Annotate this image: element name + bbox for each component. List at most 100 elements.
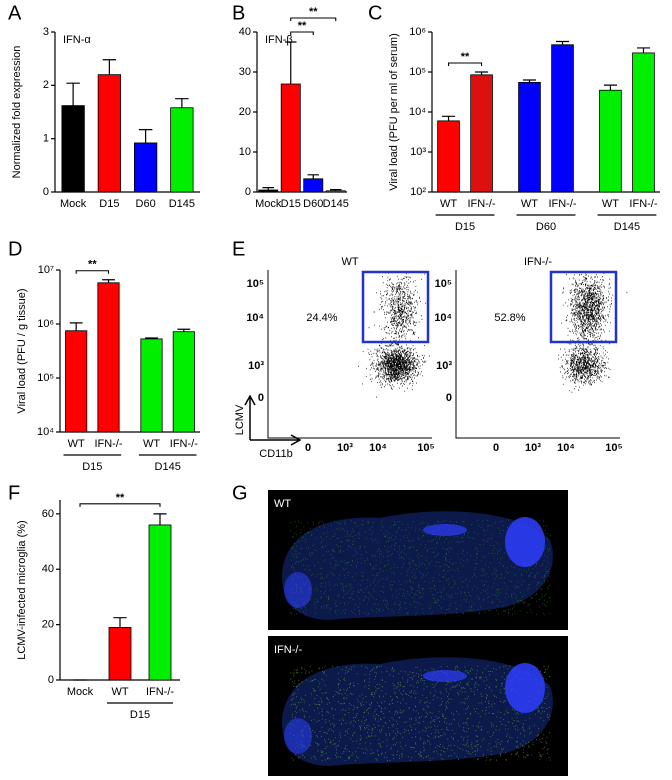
panel-letter: E bbox=[232, 238, 245, 260]
significance-label: ** bbox=[309, 6, 318, 18]
significance-bracket bbox=[290, 31, 314, 35]
y-axis-label: Normalized fold expression bbox=[11, 46, 23, 179]
olfactory-region bbox=[284, 572, 312, 608]
bar bbox=[551, 44, 574, 193]
bar bbox=[148, 524, 172, 681]
bar bbox=[172, 331, 195, 433]
x-tick-label: Mock bbox=[255, 198, 282, 210]
bar bbox=[61, 105, 85, 193]
bar bbox=[325, 190, 346, 193]
x-tick-label: D15 bbox=[99, 198, 119, 210]
y-tick-label: 10⁴ bbox=[246, 312, 264, 324]
gate-percent: 24.4% bbox=[306, 312, 337, 324]
significance-label: ** bbox=[461, 51, 470, 63]
group-label: D15 bbox=[82, 461, 102, 473]
bar bbox=[170, 107, 194, 193]
group-label: D15 bbox=[130, 709, 150, 721]
y-tick-label: 10⁶ bbox=[409, 26, 426, 38]
x-tick-label: Mock bbox=[67, 686, 94, 698]
x-tick-label: D15 bbox=[281, 198, 301, 210]
error-bar bbox=[66, 82, 80, 106]
y-tick-label: 3 bbox=[43, 26, 49, 38]
x-tick-label: WT bbox=[440, 198, 457, 210]
image-label: IFN-/- bbox=[274, 644, 302, 656]
y-tick-label: 0 bbox=[446, 392, 452, 404]
hippocampus bbox=[423, 670, 467, 682]
y-tick-label: 10⁵ bbox=[435, 278, 452, 290]
y-axis-label: LCMV-infected microglia (%) bbox=[16, 520, 28, 659]
y-tick-label: 10⁷ bbox=[38, 264, 54, 276]
group-label: D145 bbox=[155, 461, 181, 473]
y-tick-label: 1 bbox=[43, 133, 49, 145]
x-tick-label: IFN-/- bbox=[94, 438, 122, 450]
error-bar bbox=[522, 79, 537, 83]
bar bbox=[65, 330, 88, 433]
error-bar bbox=[102, 279, 115, 283]
gate-percent: 52.8% bbox=[494, 312, 525, 324]
bar bbox=[97, 282, 120, 433]
x-tick-label: D60 bbox=[136, 198, 156, 210]
y-tick-label: 10² bbox=[410, 186, 426, 198]
error-bar bbox=[102, 59, 117, 75]
error-bar bbox=[113, 617, 127, 628]
y-tick-label: 20 bbox=[42, 619, 54, 631]
y-tick-label: 10⁶ bbox=[37, 318, 54, 330]
bar bbox=[303, 178, 324, 193]
olfactory-region bbox=[284, 718, 312, 754]
error-bar bbox=[285, 41, 297, 84]
x-tick-label: 10⁴ bbox=[369, 442, 387, 454]
x-tick-label: WT bbox=[68, 438, 85, 450]
y-axis-label: Viral load (PFU per ml of serum) bbox=[388, 33, 400, 191]
significance-bracket bbox=[290, 17, 337, 21]
cell-events bbox=[358, 271, 430, 398]
x-tick-label: 10³ bbox=[337, 442, 353, 454]
panel-letter: A bbox=[8, 2, 22, 24]
error-bar bbox=[262, 187, 274, 190]
plot-frame bbox=[267, 270, 432, 439]
panel-letter: G bbox=[232, 482, 248, 504]
panel-letter: B bbox=[232, 2, 245, 24]
bar bbox=[140, 338, 163, 433]
error-bar bbox=[138, 129, 153, 143]
group-label: D60 bbox=[536, 221, 556, 233]
y-tick-label: 10³ bbox=[248, 360, 264, 372]
significance-bracket bbox=[447, 62, 483, 66]
brain-section bbox=[282, 657, 553, 766]
x-tick-label: 10³ bbox=[525, 442, 541, 454]
y-tick-label: 10⁵ bbox=[247, 278, 264, 290]
error-bar bbox=[555, 40, 570, 45]
axis-arrows bbox=[244, 394, 302, 446]
significance-label: ** bbox=[116, 492, 125, 504]
significance-label: ** bbox=[298, 20, 307, 32]
bar bbox=[437, 120, 460, 193]
y-tick-label: 0 bbox=[258, 392, 264, 404]
inner-title: IFN-α bbox=[63, 34, 91, 46]
x-axis-label: CD11b bbox=[259, 448, 292, 460]
x-tick-label: 10⁵ bbox=[417, 442, 434, 454]
significance-label: ** bbox=[88, 259, 97, 271]
bar bbox=[108, 626, 132, 681]
error-bar bbox=[177, 328, 191, 332]
y-tick-label: 2 bbox=[43, 79, 49, 91]
x-tick-label: IFN-/- bbox=[146, 686, 174, 698]
y-tick-label: 10⁵ bbox=[409, 66, 426, 78]
bar bbox=[97, 74, 122, 193]
x-tick-label: Mock bbox=[60, 198, 87, 210]
brain-section bbox=[282, 511, 553, 620]
x-tick-label: 0 bbox=[493, 442, 499, 454]
y-tick-label: 0 bbox=[43, 186, 49, 198]
x-tick-label: D145 bbox=[323, 198, 349, 210]
y-tick-label: 10⁵ bbox=[37, 372, 54, 384]
bar bbox=[258, 189, 279, 193]
x-tick-label: IFN-/- bbox=[170, 438, 198, 450]
gate bbox=[361, 270, 430, 344]
significance-bracket bbox=[75, 270, 110, 274]
panel-letter: F bbox=[8, 482, 20, 504]
group-label: D15 bbox=[455, 221, 475, 233]
bar bbox=[280, 83, 301, 193]
error-bar bbox=[153, 513, 167, 525]
x-tick-label: 10⁵ bbox=[605, 442, 622, 454]
y-tick-label: 0 bbox=[48, 674, 54, 686]
